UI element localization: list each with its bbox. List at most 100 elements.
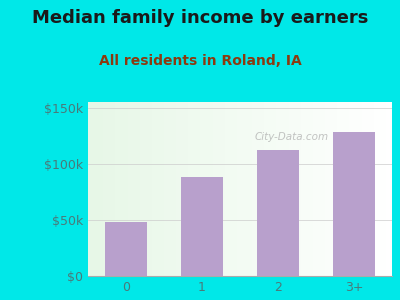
Bar xyxy=(219,102,222,276)
Bar xyxy=(316,102,319,276)
Bar xyxy=(358,102,362,276)
Bar xyxy=(365,102,368,276)
Bar xyxy=(383,102,386,276)
Bar xyxy=(307,102,310,276)
Bar xyxy=(252,102,255,276)
Bar xyxy=(380,102,383,276)
Bar xyxy=(280,102,282,276)
Bar xyxy=(234,102,237,276)
Bar xyxy=(194,102,198,276)
Bar xyxy=(152,102,155,276)
Text: City-Data.com: City-Data.com xyxy=(255,132,329,142)
Bar xyxy=(167,102,170,276)
Bar xyxy=(106,102,109,276)
Bar xyxy=(261,102,264,276)
Bar xyxy=(386,102,389,276)
Bar xyxy=(282,102,286,276)
Text: Median family income by earners: Median family income by earners xyxy=(32,9,368,27)
Text: All residents in Roland, IA: All residents in Roland, IA xyxy=(99,54,301,68)
Bar xyxy=(231,102,234,276)
Bar xyxy=(257,150,299,276)
Bar xyxy=(134,102,137,276)
Bar xyxy=(337,102,340,276)
Bar xyxy=(389,102,392,276)
Bar xyxy=(103,102,106,276)
Bar xyxy=(198,102,200,276)
Bar xyxy=(161,102,164,276)
Bar xyxy=(340,102,343,276)
Bar xyxy=(310,102,313,276)
Bar xyxy=(328,102,331,276)
Bar xyxy=(343,102,346,276)
Bar xyxy=(216,102,219,276)
Bar xyxy=(170,102,173,276)
Bar xyxy=(225,102,228,276)
Bar xyxy=(149,102,152,276)
Bar xyxy=(322,102,325,276)
Bar xyxy=(374,102,377,276)
Bar xyxy=(243,102,246,276)
Bar xyxy=(88,102,91,276)
Bar xyxy=(91,102,94,276)
Bar xyxy=(94,102,97,276)
Bar xyxy=(109,102,112,276)
Bar xyxy=(350,102,352,276)
Bar xyxy=(118,102,122,276)
Bar xyxy=(210,102,213,276)
Bar xyxy=(146,102,149,276)
Bar xyxy=(270,102,274,276)
Bar xyxy=(122,102,124,276)
Bar xyxy=(240,102,243,276)
Bar xyxy=(128,102,130,276)
Bar xyxy=(182,102,185,276)
Bar xyxy=(206,102,210,276)
Bar xyxy=(377,102,380,276)
Bar xyxy=(124,102,128,276)
Bar xyxy=(143,102,146,276)
Bar xyxy=(325,102,328,276)
Bar xyxy=(371,102,374,276)
Bar xyxy=(319,102,322,276)
Bar xyxy=(301,102,304,276)
Bar xyxy=(298,102,301,276)
Bar xyxy=(362,102,365,276)
Bar xyxy=(222,102,225,276)
Bar xyxy=(249,102,252,276)
Bar xyxy=(286,102,289,276)
Bar xyxy=(181,177,223,276)
Bar xyxy=(264,102,267,276)
Bar xyxy=(204,102,206,276)
Bar xyxy=(97,102,100,276)
Bar xyxy=(191,102,194,276)
Bar xyxy=(155,102,158,276)
Bar xyxy=(258,102,261,276)
Bar xyxy=(100,102,103,276)
Bar xyxy=(164,102,167,276)
Bar xyxy=(274,102,276,276)
Bar xyxy=(173,102,176,276)
Bar xyxy=(292,102,295,276)
Bar xyxy=(200,102,204,276)
Bar xyxy=(295,102,298,276)
Bar xyxy=(188,102,191,276)
Bar xyxy=(346,102,350,276)
Bar xyxy=(237,102,240,276)
Bar xyxy=(158,102,161,276)
Bar xyxy=(313,102,316,276)
Bar xyxy=(331,102,334,276)
Bar xyxy=(289,102,292,276)
Bar xyxy=(213,102,216,276)
Bar xyxy=(112,102,115,276)
Bar xyxy=(267,102,270,276)
Bar xyxy=(130,102,134,276)
Bar xyxy=(105,222,147,276)
Bar xyxy=(368,102,371,276)
Bar xyxy=(140,102,143,276)
Bar xyxy=(137,102,140,276)
Bar xyxy=(176,102,179,276)
Bar xyxy=(185,102,188,276)
Bar xyxy=(255,102,258,276)
Bar xyxy=(352,102,356,276)
Bar xyxy=(304,102,307,276)
Bar xyxy=(246,102,249,276)
